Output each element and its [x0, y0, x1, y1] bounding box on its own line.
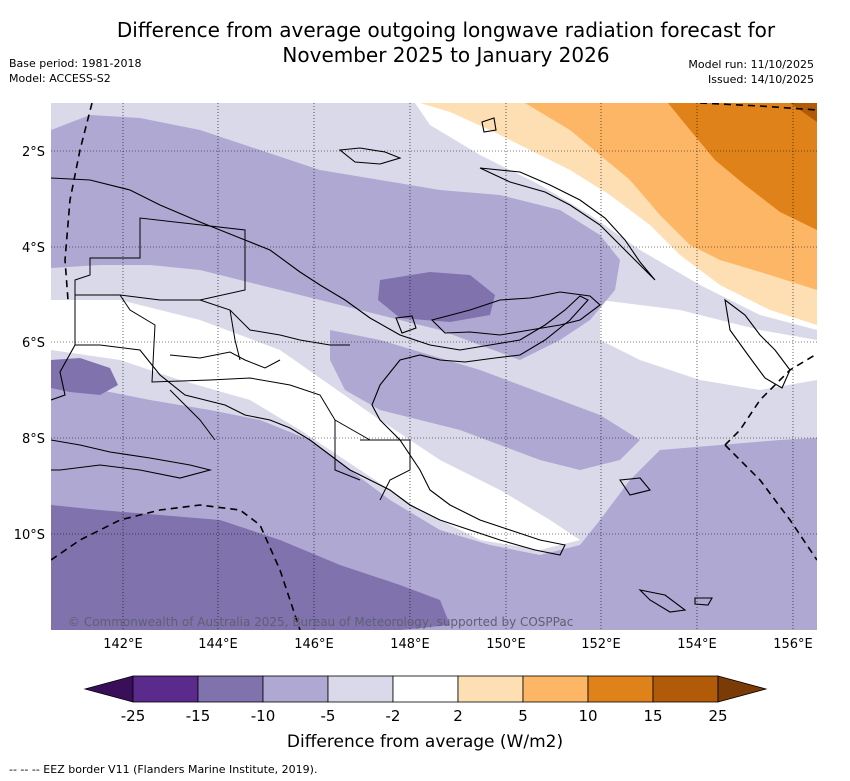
title-line-2: November 2025 to January 2026 — [282, 43, 610, 67]
colorbar-tick-5: -2 — [386, 707, 401, 725]
chart-title: Difference from average outgoing longwav… — [0, 18, 850, 68]
model-name: Model: ACCESS-S2 — [9, 72, 111, 85]
lat-label-6s: 6°S — [22, 336, 45, 351]
field-neutral-central — [51, 300, 580, 550]
meta-left: Base period: 1981-2018 Model: ACCESS-S2 — [9, 56, 141, 86]
new-britain-coast — [430, 291, 601, 336]
base-period: Base period: 1981-2018 — [9, 57, 142, 70]
manus-coast — [338, 147, 402, 165]
island-a — [395, 315, 417, 334]
colorbar-bin-8 — [587, 675, 654, 703]
lon-label-154e: 154°E — [677, 637, 717, 652]
colorbar-bin-7 — [522, 675, 589, 703]
colorbar-tick-1: -25 — [121, 707, 146, 725]
colorbar-bin-2 — [197, 675, 264, 703]
new-ireland-coast — [479, 167, 656, 281]
field-minus15-south — [51, 505, 450, 630]
eez-legend-note: -- -- -- EEZ border V11 (Flanders Marine… — [9, 763, 318, 776]
colorbar-tick-6: 2 — [453, 707, 463, 725]
colorbar-title: Difference from average (W/m2) — [287, 732, 563, 752]
colorbar-tick-9: 15 — [643, 707, 662, 725]
coastlines — [51, 117, 791, 613]
meta-right: Model run: 11/10/2025 Issued: 14/10/2025 — [688, 57, 814, 87]
province-border-6 — [169, 389, 216, 441]
lat-label-8s: 8°S — [22, 432, 45, 447]
eez-solomon-2 — [724, 444, 817, 561]
colorbar-tick-10: 25 — [708, 707, 727, 725]
province-border-2 — [119, 294, 361, 481]
island-b — [619, 477, 651, 496]
eez-west — [64, 103, 93, 301]
lat-label-10s: 10°S — [14, 528, 45, 543]
issued-date: Issued: 14/10/2025 — [707, 73, 814, 86]
lon-label-156e: 156°E — [773, 637, 813, 652]
field-minus10-central — [330, 330, 640, 470]
lon-label-148e: 148°E — [390, 637, 430, 652]
eez-borders — [51, 103, 817, 630]
colorbar-bin-3 — [262, 675, 329, 703]
field-minus15-core — [378, 272, 495, 322]
eez-south — [51, 504, 301, 630]
graticule — [51, 103, 817, 630]
title-line-1: Difference from average outgoing longwav… — [116, 18, 776, 42]
colorbar-tick-4: -5 — [321, 707, 336, 725]
anomaly-field: © Commonwealth of Australia 2025, Bureau… — [51, 103, 817, 630]
colorbar-bin-6 — [457, 675, 524, 703]
colorbar-bin-9 — [652, 675, 719, 703]
colorbar-min-extend — [83, 675, 134, 703]
field-plus10 — [668, 103, 817, 230]
province-border-8 — [334, 419, 371, 441]
field-neutral-east — [600, 300, 817, 390]
colorbar: -25 -15 -10 -5 -2 2 5 10 15 25 Differenc… — [83, 675, 768, 752]
field-plus15 — [790, 103, 817, 122]
model-run: Model run: 11/10/2025 — [688, 58, 814, 71]
province-border-4 — [169, 351, 281, 369]
colorbar-tick-2: -15 — [186, 707, 211, 725]
copyright-notice: © Commonwealth of Australia 2025, Bureau… — [68, 615, 573, 629]
island-e — [481, 117, 497, 133]
eez-solomon — [724, 354, 816, 446]
colorbar-tick-8: 10 — [578, 707, 597, 725]
colorbar-bin-1 — [132, 675, 199, 703]
island-c — [638, 589, 687, 613]
province-borders — [74, 217, 411, 501]
torres-coast — [51, 439, 213, 479]
lon-label-146e: 146°E — [294, 637, 334, 652]
eez-north — [699, 103, 817, 111]
colorbar-bin-5 — [392, 675, 459, 703]
lon-label-144e: 144°E — [198, 637, 238, 652]
bougainville-coast — [724, 298, 791, 389]
colorbar-tick-3: -10 — [251, 707, 276, 725]
island-d — [694, 597, 713, 606]
colorbar-tick-7: 5 — [518, 707, 528, 725]
lon-label-152e: 152°E — [581, 637, 621, 652]
colorbar-max-extend — [717, 675, 768, 703]
colorbar-bin-4 — [327, 675, 394, 703]
province-border-5 — [229, 309, 241, 361]
province-border-1 — [74, 217, 246, 301]
lat-label-4s: 4°S — [22, 241, 45, 256]
field-minus15-small — [51, 358, 118, 395]
lon-label-142e: 142°E — [103, 637, 143, 652]
lat-label-2s: 2°S — [22, 145, 45, 160]
lon-label-150e: 150°E — [486, 637, 526, 652]
